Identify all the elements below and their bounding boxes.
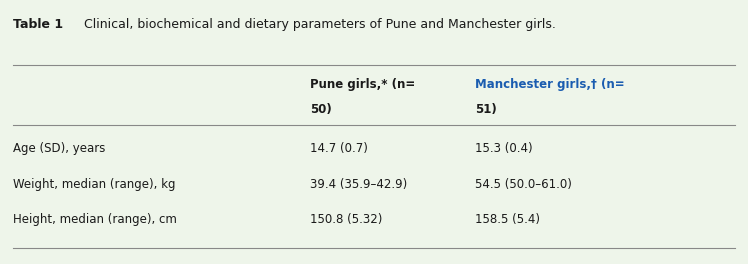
Text: Age (SD), years: Age (SD), years [13,142,105,155]
Text: Manchester girls,† (n=: Manchester girls,† (n= [475,78,625,91]
Text: Clinical, biochemical and dietary parameters of Pune and Manchester girls.: Clinical, biochemical and dietary parame… [68,18,556,31]
Text: Weight, median (range), kg: Weight, median (range), kg [13,178,176,191]
Text: Height, median (range), cm: Height, median (range), cm [13,213,177,226]
Text: 54.5 (50.0–61.0): 54.5 (50.0–61.0) [475,178,572,191]
Text: 150.8 (5.32): 150.8 (5.32) [310,213,383,226]
Text: 39.4 (35.9–42.9): 39.4 (35.9–42.9) [310,178,408,191]
Text: 158.5 (5.4): 158.5 (5.4) [475,213,540,226]
Text: 51): 51) [475,103,497,116]
Text: Pune girls,* (n=: Pune girls,* (n= [310,78,416,91]
Text: Table 1: Table 1 [13,18,64,31]
Text: 50): 50) [310,103,332,116]
Text: 15.3 (0.4): 15.3 (0.4) [475,142,533,155]
Text: 14.7 (0.7): 14.7 (0.7) [310,142,368,155]
